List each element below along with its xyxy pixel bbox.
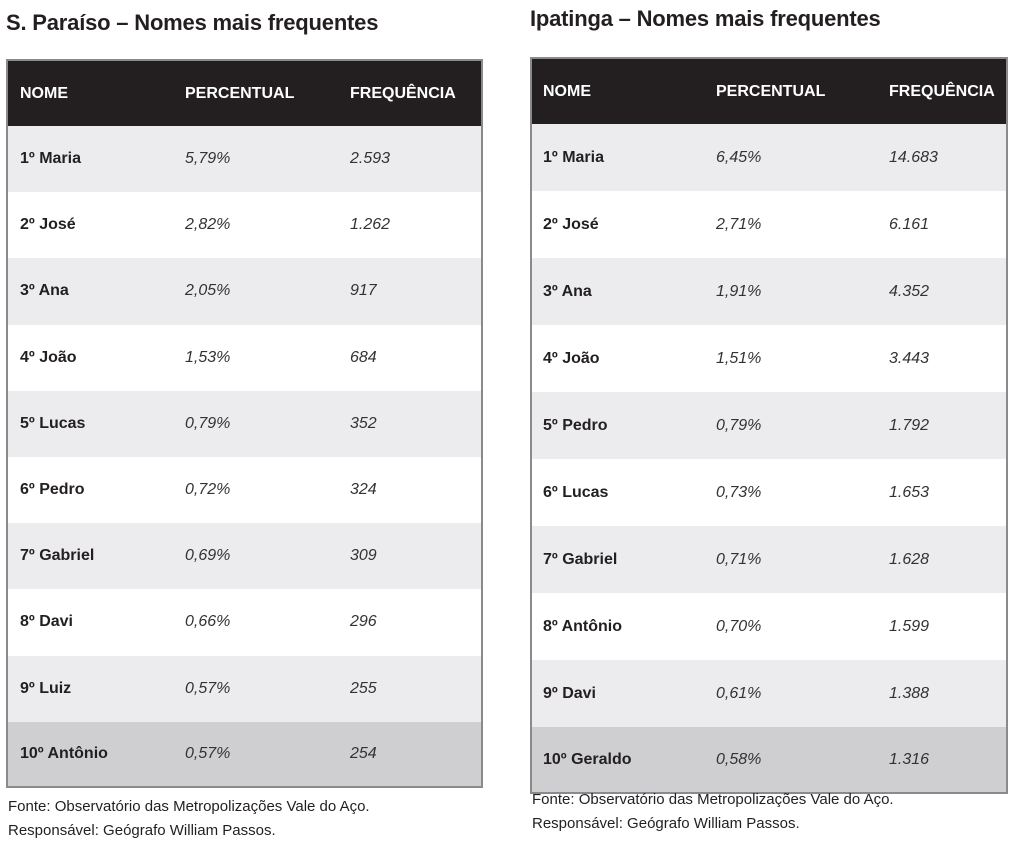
cell-percentual: 0,70% xyxy=(716,617,762,635)
cell-name: 3º Ana xyxy=(543,282,592,300)
header-frequencia: FREQUÊNCIA xyxy=(889,82,995,100)
table-row: 9º Davi 0,61% 1.388 xyxy=(532,660,1006,727)
cell-frequencia: 254 xyxy=(350,744,377,762)
cell-percentual: 2,71% xyxy=(716,215,762,233)
table-row: 10º Geraldo 0,58% 1.316 xyxy=(532,727,1006,792)
cell-frequencia: 1.599 xyxy=(889,617,930,635)
cell-percentual: 2,05% xyxy=(185,282,231,300)
names-table: NOME PERCENTUAL FREQUÊNCIA 1º Maria 6,45% 14.… xyxy=(530,57,1008,794)
cell-percentual: 0,58% xyxy=(716,750,762,768)
cell-name: 4º João xyxy=(20,348,77,366)
table-row: 3º Ana 1,91% 4.352 xyxy=(532,258,1006,325)
cell-frequencia: 917 xyxy=(350,282,377,300)
table-title: S. Paraíso – Nomes mais frequentes xyxy=(6,10,379,35)
table-row: 2º José 2,71% 6.161 xyxy=(532,191,1006,258)
cell-name: 6º Lucas xyxy=(543,483,609,501)
table-row: 1º Maria 5,79% 2.593 xyxy=(8,126,481,193)
cell-percentual: 1,51% xyxy=(716,349,762,367)
cell-percentual: 6,45% xyxy=(716,148,762,166)
cell-frequencia: 2.593 xyxy=(350,150,391,168)
table-row: 9º Luiz 0,57% 255 xyxy=(8,655,481,722)
responsible-note: Responsável: Geógrafo William Passos. xyxy=(532,815,800,832)
table-row: 7º Gabriel 0,71% 1.628 xyxy=(532,526,1006,593)
table-row: 7º Gabriel 0,69% 309 xyxy=(8,523,481,590)
table-header-row: NOME PERCENTUAL FREQUÊNCIA xyxy=(8,61,481,126)
cell-percentual: 0,66% xyxy=(185,613,231,631)
cell-percentual: 0,71% xyxy=(716,550,762,568)
cell-percentual: 1,53% xyxy=(185,348,231,366)
cell-percentual: 5,79% xyxy=(185,150,231,168)
cell-name: 7º Gabriel xyxy=(543,550,618,568)
cell-name: 5º Lucas xyxy=(20,414,86,432)
cell-percentual: 0,73% xyxy=(716,483,762,501)
header-percentual: PERCENTUAL xyxy=(185,84,295,102)
names-table: NOME PERCENTUAL FREQUÊNCIA 1º Maria 5,79% 2.5… xyxy=(6,59,483,788)
cell-name: 5º Pedro xyxy=(543,416,608,434)
cell-frequencia: 255 xyxy=(350,679,377,697)
cell-frequencia: 324 xyxy=(350,481,377,499)
table-header-row: NOME PERCENTUAL FREQUÊNCIA xyxy=(532,59,1006,124)
cell-percentual: 0,61% xyxy=(716,684,762,702)
cell-name: 9º Luiz xyxy=(20,679,72,697)
table-row: 2º José 2,82% 1.262 xyxy=(8,192,481,259)
cell-percentual: 2,82% xyxy=(185,216,231,234)
cell-name: 10º Antônio xyxy=(20,744,108,762)
table-footer: Fonte: Observatório das Metropolizações … xyxy=(8,795,370,843)
table-title: Ipatinga – Nomes mais frequentes xyxy=(530,6,881,31)
source-note: Fonte: Observatório das Metropolizações … xyxy=(8,798,370,815)
table-row: 6º Pedro 0,72% 324 xyxy=(8,456,481,524)
table-row: 5º Lucas 0,79% 352 xyxy=(8,390,481,457)
table-footer: Fonte: Observatório das Metropolizações … xyxy=(532,788,894,836)
cell-frequencia: 352 xyxy=(350,414,377,432)
table-row: 1º Maria 6,45% 14.683 xyxy=(532,124,1006,191)
cell-name: 6º Pedro xyxy=(20,481,85,499)
cell-percentual: 0,57% xyxy=(185,744,231,762)
cell-frequencia: 309 xyxy=(350,547,377,565)
cell-frequencia: 1.628 xyxy=(889,550,930,568)
cell-percentual: 0,57% xyxy=(185,679,231,697)
header-nome: NOME xyxy=(20,84,68,102)
cell-name: 9º Davi xyxy=(543,684,596,702)
cell-frequencia: 14.683 xyxy=(889,148,938,166)
cell-percentual: 0,79% xyxy=(716,416,762,434)
responsible-note: Responsável: Geógrafo William Passos. xyxy=(8,822,276,839)
cell-frequencia: 4.352 xyxy=(889,282,930,300)
cell-name: 8º Davi xyxy=(20,613,73,631)
table-row: 3º Ana 2,05% 917 xyxy=(8,258,481,325)
table-row: 10º Antônio 0,57% 254 xyxy=(8,721,481,786)
header-percentual: PERCENTUAL xyxy=(716,82,826,100)
cell-frequencia: 3.443 xyxy=(889,349,930,367)
table-row: 4º João 1,51% 3.443 xyxy=(532,325,1006,392)
table-row: 6º Lucas 0,73% 1.653 xyxy=(532,459,1006,526)
cell-percentual: 0,69% xyxy=(185,547,231,565)
cell-name: 2º José xyxy=(543,215,599,233)
cell-frequencia: 6.161 xyxy=(889,215,930,233)
cell-percentual: 1,91% xyxy=(716,282,762,300)
cell-name: 7º Gabriel xyxy=(20,547,95,565)
cell-frequencia: 1.316 xyxy=(889,750,930,768)
table-row: 8º Antônio 0,70% 1.599 xyxy=(532,593,1006,660)
cell-name: 8º Antônio xyxy=(543,617,623,635)
cell-name: 4º João xyxy=(543,349,600,367)
cell-name: 3º Ana xyxy=(20,282,69,300)
cell-name: 10º Geraldo xyxy=(543,750,632,768)
header-nome: NOME xyxy=(543,82,591,100)
cell-frequencia: 296 xyxy=(350,613,377,631)
cell-frequencia: 1.262 xyxy=(350,216,391,234)
cell-name: 1º Maria xyxy=(20,150,81,168)
table-row: 8º Davi 0,66% 296 xyxy=(8,589,481,656)
cell-name: 1º Maria xyxy=(543,148,604,166)
cell-frequencia: 1.388 xyxy=(889,684,930,702)
header-frequencia: FREQUÊNCIA xyxy=(350,84,456,102)
cell-percentual: 0,79% xyxy=(185,414,231,432)
cell-frequencia: 1.653 xyxy=(889,483,930,501)
source-note: Fonte: Observatório das Metropolizações … xyxy=(532,791,894,808)
table-row: 4º João 1,53% 684 xyxy=(8,324,481,391)
cell-frequencia: 1.792 xyxy=(889,416,930,434)
cell-frequencia: 684 xyxy=(350,348,377,366)
table-row: 5º Pedro 0,79% 1.792 xyxy=(532,392,1006,459)
cell-percentual: 0,72% xyxy=(185,481,231,499)
cell-name: 2º José xyxy=(20,216,76,234)
